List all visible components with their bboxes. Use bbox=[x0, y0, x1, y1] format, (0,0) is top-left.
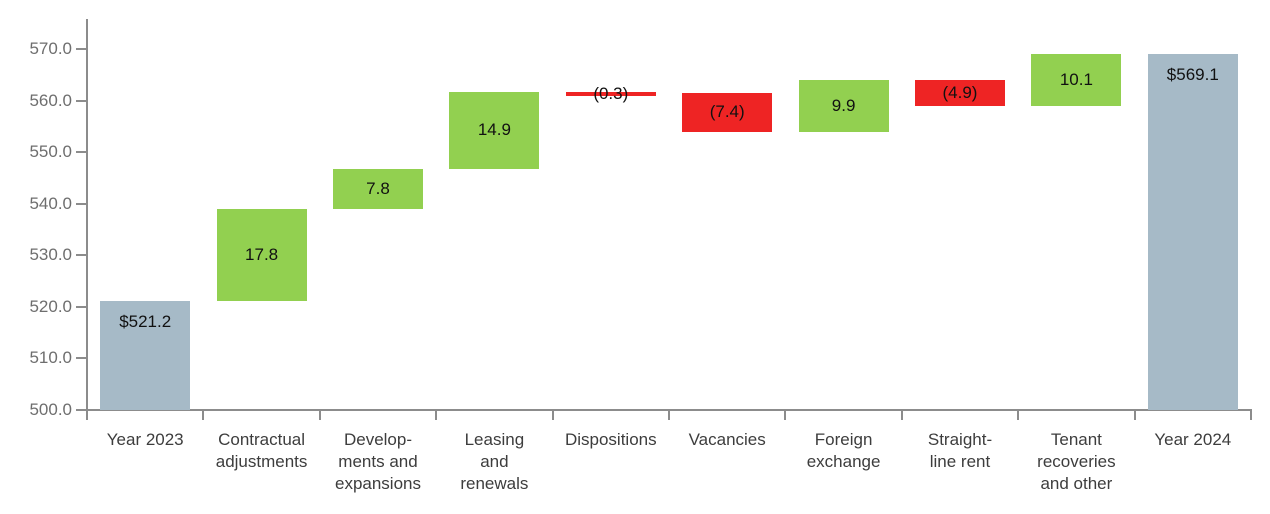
y-axis-tick-label: 520.0 bbox=[29, 296, 72, 316]
bar-value-label: (4.9) bbox=[942, 83, 978, 103]
bar-value-label: 9.9 bbox=[831, 95, 856, 115]
y-axis-line bbox=[86, 19, 88, 412]
category-label: Straight- line rent bbox=[927, 430, 993, 471]
y-axis-tick-label: 570.0 bbox=[29, 39, 72, 58]
category-label: Vacancies bbox=[688, 430, 766, 449]
category-label: Tenant recoveries and other bbox=[1037, 430, 1116, 493]
category-label: Dispositions bbox=[564, 430, 657, 449]
x-axis-tick bbox=[1133, 411, 1136, 420]
y-axis-tick-label: 510.0 bbox=[29, 348, 72, 368]
bar-value-label: 14.9 bbox=[477, 120, 511, 140]
y-axis-tick-label: 530.0 bbox=[29, 245, 72, 265]
x-axis-tick bbox=[202, 411, 205, 420]
waterfall-bar: 17.8 bbox=[216, 208, 307, 301]
y-axis-tick bbox=[76, 305, 86, 308]
category-label: Year 2024 bbox=[1154, 430, 1232, 449]
waterfall-bar: 10.1 bbox=[1031, 53, 1122, 106]
x-axis-tick bbox=[900, 411, 903, 420]
y-axis-tick bbox=[76, 48, 86, 50]
x-axis-tick bbox=[435, 411, 438, 420]
y-axis-tick-label: 500.0 bbox=[29, 400, 72, 419]
category-label: Contractual adjustments bbox=[215, 430, 308, 471]
waterfall-bar: (7.4) bbox=[682, 93, 773, 132]
y-axis-tick bbox=[76, 99, 86, 102]
y-axis-tick bbox=[76, 357, 86, 360]
bar-value-label: (7.4) bbox=[709, 102, 745, 122]
y-axis-tick bbox=[76, 151, 86, 154]
bar-value-label: 17.8 bbox=[245, 244, 279, 264]
category-label: Foreign exchange bbox=[806, 430, 881, 471]
waterfall-bar: (4.9) bbox=[915, 80, 1005, 106]
y-axis-tick bbox=[76, 202, 86, 205]
y-axis-tick-label: 540.0 bbox=[29, 193, 72, 213]
bar-value-label: $569.1 bbox=[1166, 64, 1219, 84]
waterfall-bar: 14.9 bbox=[449, 91, 540, 169]
x-axis-tick bbox=[318, 411, 321, 420]
y-axis-tick bbox=[76, 254, 86, 257]
x-axis-tick bbox=[1250, 411, 1252, 420]
waterfall-bar: (0.3) bbox=[565, 84, 656, 103]
x-axis-tick bbox=[86, 411, 88, 420]
category-label: Leasing and renewals bbox=[460, 430, 529, 493]
y-axis-tick-label: 560.0 bbox=[29, 90, 72, 110]
bar-value-label: 7.8 bbox=[366, 178, 390, 198]
y-axis-tick bbox=[76, 409, 86, 411]
waterfall-bar: 9.9 bbox=[798, 80, 889, 132]
waterfall-bar: $569.1 bbox=[1147, 53, 1238, 410]
bar-value-label: $521.2 bbox=[119, 311, 172, 331]
waterfall-bar: 7.8 bbox=[333, 168, 423, 209]
x-axis-tick bbox=[1017, 411, 1020, 420]
x-axis-tick bbox=[551, 411, 554, 420]
bar-value-label: 10.1 bbox=[1059, 69, 1093, 89]
x-axis-tick bbox=[784, 411, 787, 420]
bar-value-label: (0.3) bbox=[593, 83, 629, 103]
category-label: Develop- ments and expansions bbox=[334, 430, 421, 493]
category-label: Year 2023 bbox=[106, 430, 184, 449]
x-axis-tick bbox=[668, 411, 670, 420]
waterfall-bar: $521.2 bbox=[100, 300, 191, 410]
y-axis-tick-label: 550.0 bbox=[29, 142, 72, 162]
x-axis-line bbox=[86, 409, 1252, 411]
